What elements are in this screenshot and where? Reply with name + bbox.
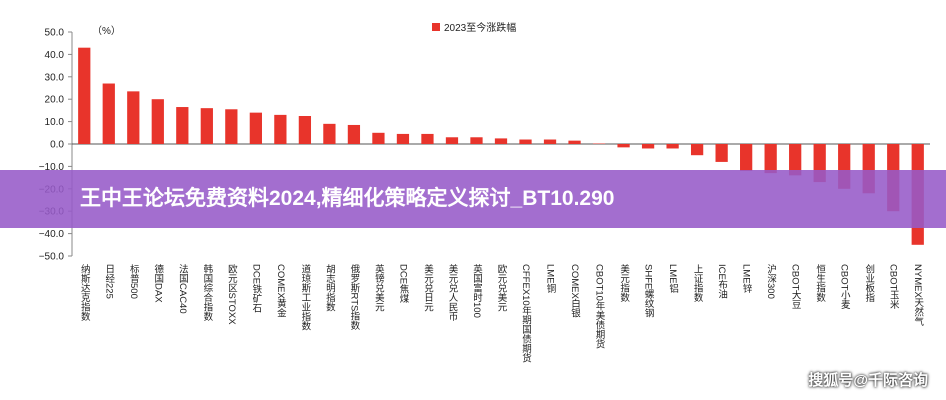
x-tick-label: 法国CAC40 [177, 263, 189, 313]
x-tick-label: 英国富时100 [471, 263, 483, 317]
y-tick-label: −50.0 [39, 252, 65, 263]
legend-label: 2023至今涨跌幅 [444, 21, 516, 34]
x-tick-label: LME锌 [741, 264, 753, 294]
bar [789, 144, 802, 176]
x-tick-label: 韩国综合指数 [201, 263, 213, 322]
x-tick-label: 纳斯达克指数 [79, 263, 91, 322]
x-tick-label: CBOT10年美债期货 [594, 264, 606, 349]
x-tick-label: CBOT玉米 [888, 264, 900, 310]
x-tick-label: 美元兑人民币 [446, 263, 458, 322]
bar [470, 137, 483, 144]
x-tick-label: 胡志明指数 [324, 263, 336, 312]
y-tick-label: 10.0 [45, 117, 65, 128]
x-tick-label: DCE焦煤 [397, 264, 409, 304]
bar [715, 144, 728, 162]
bar [445, 137, 459, 144]
unit-label: （%） [92, 25, 121, 37]
bar [249, 112, 262, 144]
bar [740, 144, 753, 171]
bar [617, 144, 630, 148]
x-tick-label: LME铝 [667, 264, 679, 294]
bar [568, 140, 581, 144]
x-tick-label: 道琼斯工业指数 [299, 263, 311, 331]
bar [176, 107, 189, 144]
x-tick-label: COMEX黄金 [275, 264, 287, 318]
x-tick-label: DCE铁矿石 [250, 264, 262, 313]
x-tick-label: ICE布油 [716, 264, 728, 300]
y-tick-label: −40.0 [39, 229, 65, 240]
bar [298, 116, 312, 144]
bar [666, 144, 679, 149]
y-tick-label: 20.0 [45, 95, 65, 106]
bar [102, 83, 115, 144]
y-tick-label: 0.0 [50, 140, 64, 151]
x-tick-label: 创业板指 [863, 263, 875, 303]
bar [347, 124, 361, 144]
bar [323, 123, 336, 144]
bar [519, 139, 532, 144]
bar [494, 138, 508, 144]
x-tick-label: 美元指数 [618, 263, 630, 303]
bar [78, 47, 91, 144]
x-tick-label: CBOT大豆 [790, 264, 802, 309]
bar [543, 139, 557, 144]
x-tick-label: COMEX白银 [569, 264, 581, 319]
bar [274, 114, 287, 144]
watermark: 搜狐号@千际咨询 [808, 372, 928, 389]
x-tick-label: 标普500 [128, 263, 140, 298]
x-tick-label: NYMEX天然气 [912, 264, 924, 326]
x-tick-label: 美元兑日元 [422, 263, 434, 312]
bar [372, 132, 385, 144]
x-tick-label: 恒生指数 [814, 263, 826, 303]
x-tick-label: 欧元兑美元 [496, 263, 508, 312]
bar [225, 109, 238, 144]
legend-swatch [432, 23, 440, 31]
x-tick-label: 英镑兑美元 [373, 263, 385, 312]
x-tick-label: 沪深300 [765, 263, 777, 298]
y-tick-label: 40.0 [45, 50, 65, 61]
bar [764, 144, 777, 174]
bar [641, 144, 655, 149]
y-tick-label: 30.0 [45, 72, 65, 83]
bar [396, 133, 410, 144]
bar [690, 144, 704, 156]
x-tick-label: 欧元区STOXX [226, 263, 238, 325]
x-tick-label: CFFEX10年期国债期货 [520, 264, 532, 364]
bar [200, 108, 213, 144]
bar [127, 91, 140, 144]
bar [151, 99, 164, 144]
x-tick-label: 日经225 [103, 264, 115, 299]
x-tick-label: CBOT小麦 [839, 264, 851, 310]
x-tick-label: 德国DAX [152, 263, 164, 303]
y-tick-label: −10.0 [39, 162, 65, 173]
x-tick-label: SHFE螺纹钢 [643, 264, 655, 319]
x-tick-label: 俄罗斯RTS指数 [348, 263, 360, 331]
x-tick-label: LME铜 [545, 264, 557, 294]
y-tick-label: 50.0 [45, 28, 65, 39]
x-tick-label: 上证指数 [692, 264, 704, 303]
bar [421, 133, 434, 144]
banner: 王中王论坛免费资料2024,精细化策略定义探讨_BT10.290 [0, 170, 946, 228]
